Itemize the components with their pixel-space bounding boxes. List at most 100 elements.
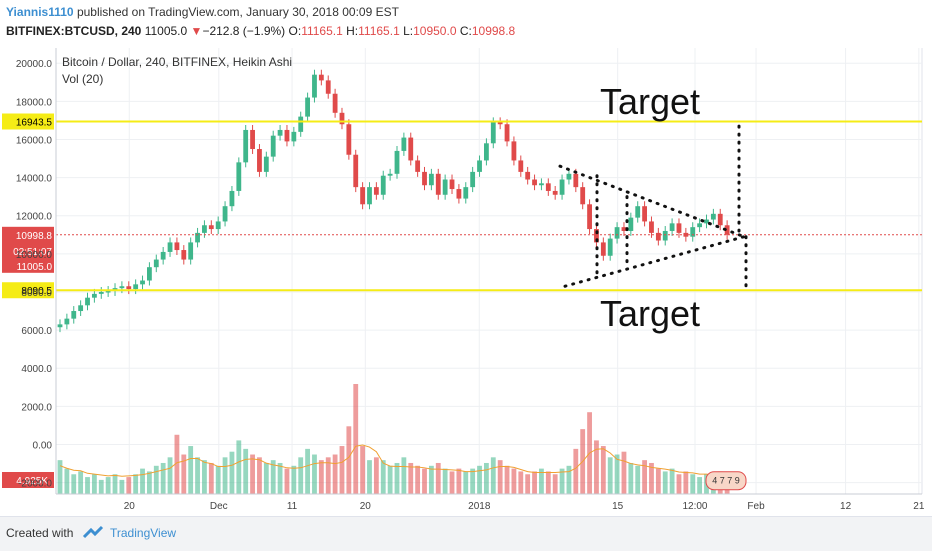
volume-bar [449, 471, 455, 494]
candle-body [724, 225, 730, 235]
volume-bar [208, 462, 214, 494]
volume-bar [305, 448, 310, 494]
candle-body [690, 227, 696, 237]
candle-body [195, 232, 200, 243]
volume-bar [635, 465, 641, 494]
volume-bar [690, 474, 696, 494]
candle-body [229, 190, 235, 207]
volume-bar [373, 457, 379, 494]
volume-bar [277, 462, 283, 494]
candle-body [511, 141, 517, 161]
volume-bar [325, 457, 331, 494]
candle-body [373, 187, 379, 195]
candle-body [243, 129, 249, 163]
volume-bar [394, 462, 400, 494]
volume-bar [532, 471, 537, 494]
publish-line: Yiannis1110 published on TradingView.com… [6, 5, 399, 19]
horizontal-lines: 16943.5 8090.5 10998.8 02:51:07 11005.0 4.925… [2, 113, 922, 488]
volume-bar [380, 460, 386, 494]
candle-body [181, 250, 187, 260]
candle-body [147, 267, 152, 281]
price-chart[interactable]: 16943.5 8090.5 10998.8 02:51:07 11005.0 4.925… [0, 44, 932, 516]
candle-body [490, 122, 496, 144]
candle-body [174, 242, 180, 251]
candle-body [704, 219, 709, 224]
low-label: L: [403, 24, 414, 38]
volume-bar [484, 462, 489, 494]
candle-body [305, 97, 310, 117]
volume-bar [284, 468, 290, 494]
candle-body [236, 162, 242, 191]
y-tick-label: 6000.0 [21, 326, 52, 337]
candle-body [298, 116, 304, 132]
volume-bar [456, 468, 462, 494]
candle-body [442, 179, 448, 195]
candle-body [277, 129, 283, 136]
y-tick-label: 20000.0 [16, 59, 53, 70]
price-axis[interactable]: 20000.0 18000.0 16000.0 14000.0 12000.0 10000… [16, 48, 57, 494]
candle-body [119, 286, 125, 289]
volume-bar [669, 468, 675, 494]
volume-bar [353, 384, 359, 494]
author-link[interactable]: Yiannis1110 [6, 5, 74, 19]
candle-body [339, 112, 345, 125]
volume-bar [422, 468, 427, 494]
y-tick-label: 16000.0 [16, 135, 53, 146]
volume-bar [346, 426, 352, 494]
close-price-label: 11005.0 [17, 262, 53, 273]
volume-bar [332, 454, 338, 494]
volume-bar [662, 471, 668, 494]
volume-bar [202, 460, 207, 494]
x-tick-label: 12 [840, 501, 852, 512]
price-candles [57, 69, 730, 333]
volume-ma-line [59, 444, 728, 477]
candle-body [566, 173, 572, 180]
volume-bar [614, 454, 620, 494]
triangle-pattern: 4 7 7 9 [558, 124, 748, 491]
footer-bar: Created with TradingView [0, 516, 932, 551]
tradingview-link[interactable]: TradingView [110, 526, 177, 540]
candle-body [98, 291, 104, 294]
x-tick-label: 20 [360, 501, 372, 512]
candle-body [208, 225, 214, 230]
volume-bar [257, 457, 262, 494]
volume-bar [408, 462, 414, 494]
candle-body [126, 286, 132, 290]
close-label: C: [459, 24, 472, 38]
candle-body [257, 149, 262, 172]
volume-bar [263, 462, 269, 494]
events-badge-label: 4 7 7 9 [712, 476, 740, 486]
candle-body [78, 305, 84, 312]
candle-body [312, 74, 317, 98]
volume-bar [621, 451, 627, 494]
volume-bar [153, 465, 159, 494]
volume-bar [504, 465, 510, 494]
candle-body [697, 223, 703, 228]
symbol-name: BITFINEX:BTCUSD, 240 [6, 24, 142, 38]
y-tick-label: 4000.0 [21, 364, 52, 375]
candle-body [270, 135, 276, 157]
candle-body [415, 160, 421, 172]
volume-bar [435, 462, 441, 494]
volume-bar [552, 474, 558, 494]
volume-bar [195, 457, 200, 494]
time-axis[interactable]: 20 Dec 11 20 2018 15 12:00 Feb 12 21 [56, 493, 925, 512]
candle-body [532, 179, 537, 186]
volume-bar [367, 460, 372, 494]
volume-bar [236, 440, 242, 494]
volume-bar [181, 454, 187, 494]
volume-bar [676, 474, 682, 494]
candle-body [676, 223, 682, 233]
candle-body [318, 74, 324, 81]
x-tick-label: 20 [124, 501, 136, 512]
symbol-line: BITFINEX:BTCUSD, 240 11005.0 ▼−212.8 (−1… [6, 24, 515, 38]
x-tick-label: 12:00 [682, 501, 707, 512]
volume-bar [339, 446, 345, 494]
created-with-text: Created with [6, 526, 74, 540]
candle-body [710, 213, 716, 220]
volume-bar [126, 477, 132, 494]
y-tick-label: 12000.0 [16, 212, 53, 223]
tradingview-logo-icon [82, 525, 104, 539]
volume-bar [174, 434, 180, 494]
volume-bar [318, 460, 324, 494]
